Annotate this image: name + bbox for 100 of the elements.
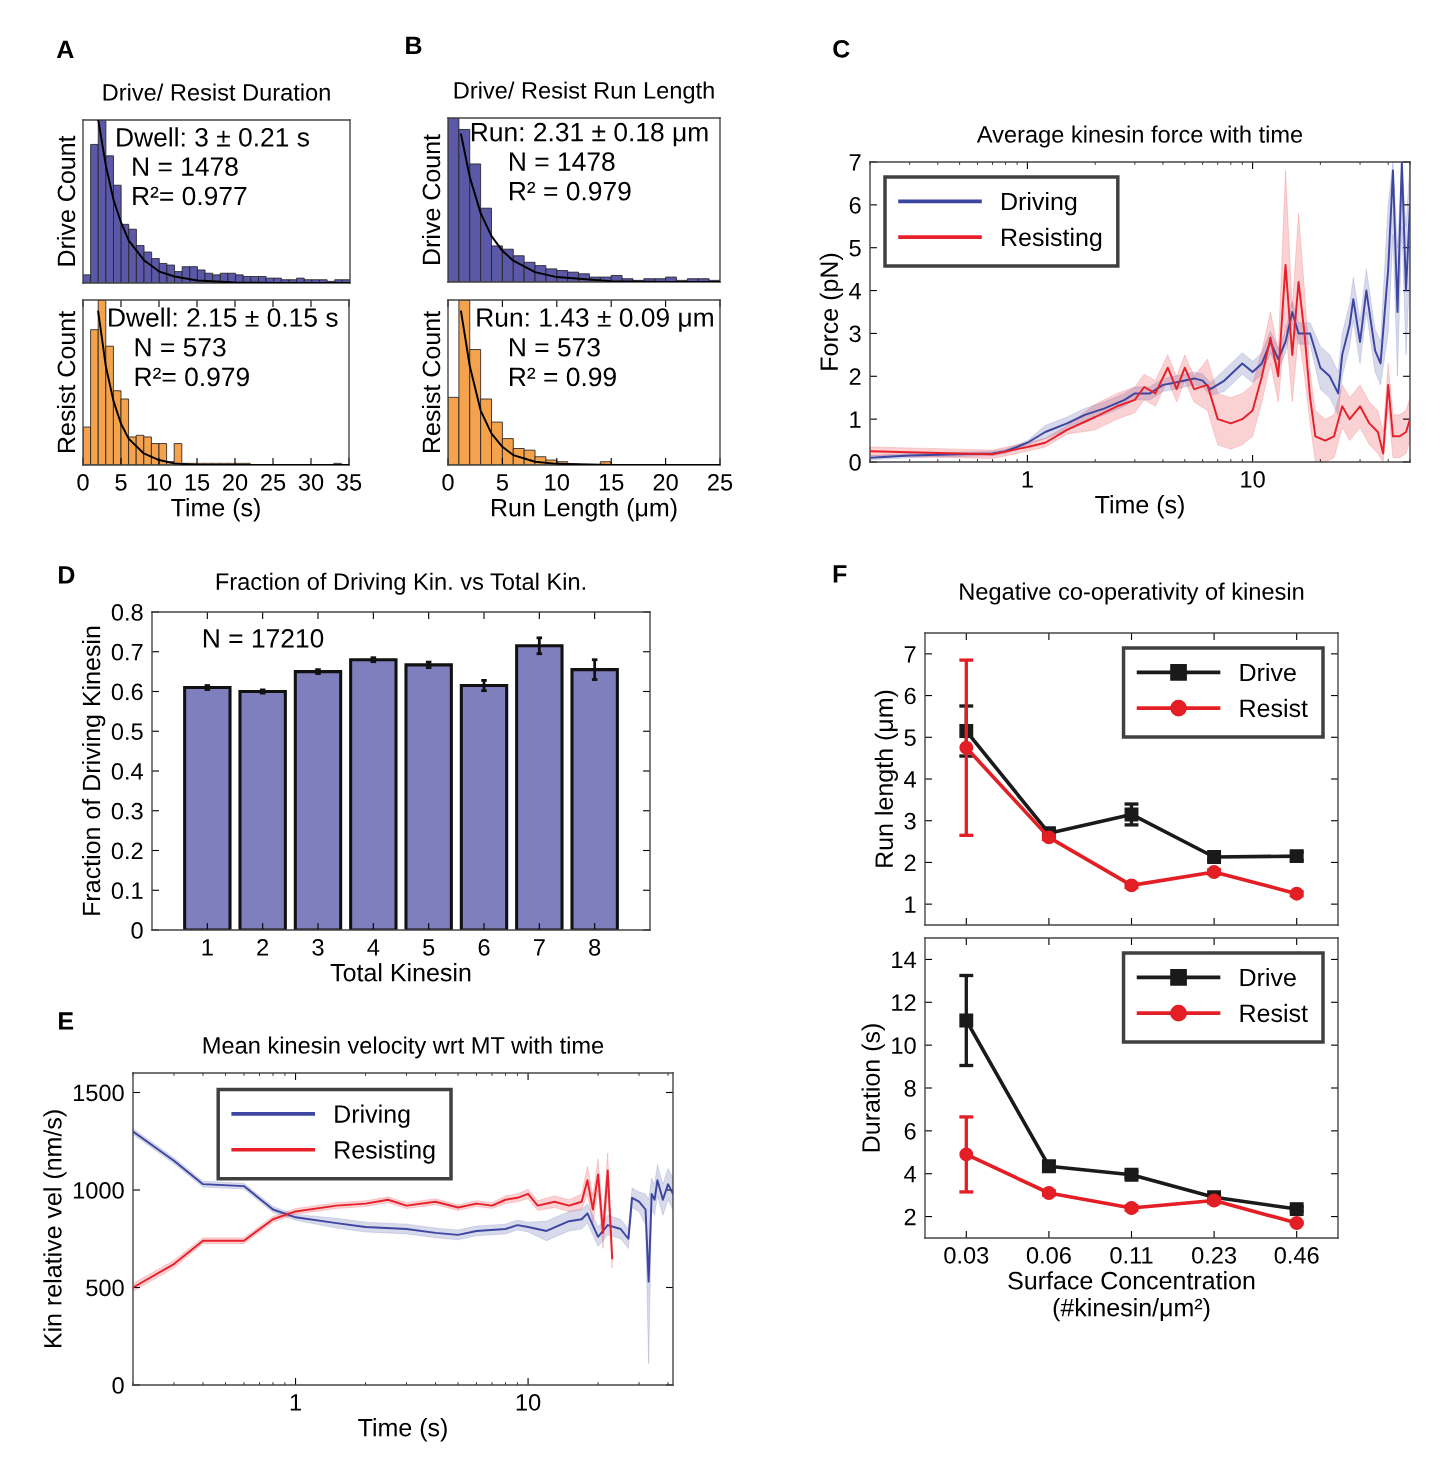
x-tick-label: 15 — [185, 474, 210, 491]
y-axis-title: Fraction of Driving Kinesin — [81, 626, 106, 915]
text: D — [59, 566, 75, 584]
annotation: Run: 1.43 ± 0.09 μm — [477, 308, 713, 332]
y-tick-label: 0.1 — [111, 882, 143, 900]
legend-label: Driving — [335, 1104, 410, 1128]
legend-label: Resist — [1240, 698, 1308, 718]
y-axis-title: Kin relative vel (nm/s) — [43, 1110, 67, 1348]
x-tick-label: 10 — [147, 473, 172, 491]
x-tick-label: 5 — [423, 939, 435, 956]
annotation: N = 17210 — [203, 629, 324, 648]
legend-label: Driving — [1002, 192, 1077, 216]
x-tick-label: 25 — [261, 473, 286, 491]
annotation: R² = 0.99 — [510, 367, 616, 387]
y-tick-label: 10 — [892, 1037, 916, 1054]
chart-title: Drive/ Resist Duration — [103, 83, 330, 101]
y-axis-title: Force (pN) — [819, 253, 843, 370]
x-tick-label: 8 — [589, 938, 601, 956]
y-tick-label: 3 — [904, 812, 916, 830]
y-tick-label: 0.7 — [111, 643, 143, 661]
x-tick-label: 10 — [545, 473, 570, 491]
y-tick-label: 0.5 — [111, 723, 143, 741]
y-tick-label: 4 — [904, 1166, 916, 1183]
x-tick-label: 0 — [442, 473, 454, 491]
y-axis-title: Resist Count — [421, 311, 441, 452]
text: A — [56, 40, 74, 58]
text: E — [59, 1012, 74, 1030]
x-tick-label: 0.46 — [1274, 1246, 1319, 1264]
y-tick-label: 0.3 — [111, 802, 143, 820]
annotation: R² = 0.979 — [510, 181, 631, 201]
y-tick-label: 1500 — [73, 1084, 124, 1102]
x-axis-title: Time (s) — [171, 498, 260, 522]
annotation: Dwell: 3 ± 0.21 s — [117, 127, 309, 147]
y-tick-label: 500 — [86, 1279, 124, 1297]
y-tick-label: 2 — [904, 854, 916, 871]
x-tick-label: 6 — [478, 938, 490, 956]
y-tick-label: 0.2 — [111, 842, 143, 860]
chart-title: Negative co-operativity of kinesin — [960, 582, 1304, 605]
y-axis-title: Run length (μm) — [874, 690, 898, 867]
y-tick-label: 6 — [904, 1122, 916, 1140]
annotation: N = 573 — [510, 337, 600, 357]
y-axis-title: Drive Count — [56, 135, 76, 266]
y-tick-label: 12 — [892, 994, 916, 1011]
x-tick-label: 20 — [223, 473, 248, 491]
y-tick-label: 0.6 — [111, 683, 143, 701]
x-tick-label: 0.03 — [944, 1246, 989, 1264]
x-tick-label: 5 — [496, 474, 508, 491]
x-tick-label: 25 — [708, 473, 733, 491]
y-tick-label: 6 — [849, 196, 861, 214]
x-tick-label: 10 — [1241, 470, 1265, 488]
y-tick-label: 6 — [904, 687, 916, 705]
legend-label: Drive — [1240, 968, 1296, 987]
y-tick-label: 7 — [904, 646, 916, 663]
annotation: N = 1478 — [510, 152, 615, 171]
chart-title: Drive/ Resist Run Length — [454, 81, 714, 104]
y-tick-label: 0 — [112, 1377, 124, 1394]
y-tick-label: 2 — [904, 1208, 916, 1226]
y-axis-title: Resist Count — [56, 311, 76, 452]
x-axis-title: Time (s) — [1095, 495, 1184, 519]
y-axis-title: Drive Count — [421, 134, 441, 264]
annotation: R²= 0.979 — [135, 367, 249, 387]
y-tick-label: 4 — [904, 771, 916, 788]
y-tick-label: 7 — [849, 154, 861, 171]
x-tick-label: 0.11 — [1110, 1246, 1153, 1264]
annotation: Run: 2.31 ± 0.18 μm — [471, 122, 708, 147]
x-tick-label: 15 — [599, 474, 624, 491]
y-tick-label: 1000 — [73, 1182, 124, 1199]
x-tick-label: 7 — [533, 939, 545, 956]
x-tick-label: 4 — [367, 939, 380, 956]
y-tick-label: 0.8 — [111, 604, 143, 621]
text: C — [833, 40, 850, 58]
x-tick-label: 1 — [1022, 471, 1033, 488]
x-tick-label: 2 — [257, 938, 269, 956]
y-axis-title: Duration (s) — [861, 1024, 885, 1152]
y-tick-label: 3 — [849, 325, 861, 343]
legend-label: Resisting — [1002, 227, 1102, 252]
chart-title: Average kinesin force with time — [976, 125, 1303, 148]
x-tick-label: 30 — [298, 473, 324, 491]
y-tick-label: 0 — [131, 922, 143, 939]
x-axis-title: Total Kinesin — [330, 963, 471, 982]
y-tick-label: 14 — [892, 951, 916, 968]
y-tick-label: 0.4 — [111, 763, 143, 780]
x-tick-label: 0.06 — [1026, 1246, 1071, 1264]
legend-label: Drive — [1240, 663, 1296, 682]
chart-title: Fraction of Driving Kin. vs Total Kin. — [216, 572, 585, 595]
annotation: Dwell: 2.15 ± 0.15 s — [109, 307, 338, 327]
y-tick-label: 4 — [849, 282, 861, 300]
y-tick-label: 5 — [904, 729, 916, 747]
y-tick-label: 1 — [850, 411, 861, 428]
chart-title: Mean kinesin velocity wrt MT with time — [203, 1036, 604, 1059]
x-tick-label: 0.23 — [1192, 1246, 1237, 1264]
text: F — [833, 565, 847, 583]
x-tick-label: 1 — [202, 939, 213, 956]
annotation: R²= 0.977 — [133, 186, 247, 206]
x-axis-title: Run Length (μm) — [492, 498, 677, 522]
text: B — [406, 36, 422, 54]
y-tick-label: 8 — [904, 1080, 916, 1097]
legend-label: Resist — [1240, 1003, 1308, 1023]
y-tick-label: 5 — [849, 240, 861, 257]
x-axis-title: Surface Concentration (#kinesin/μm²) — [1008, 1271, 1255, 1322]
